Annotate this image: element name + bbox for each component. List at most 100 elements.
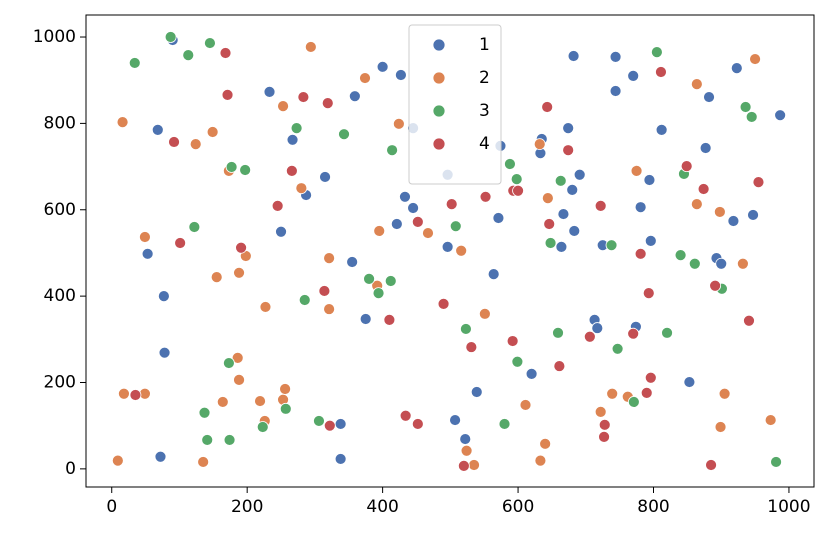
point [158, 346, 171, 359]
point [552, 326, 564, 339]
point [511, 355, 524, 368]
point [210, 271, 223, 284]
point [541, 101, 554, 113]
point [376, 60, 389, 73]
point [323, 303, 336, 315]
point [259, 301, 272, 313]
point [627, 396, 640, 408]
point [373, 225, 386, 237]
point [225, 161, 238, 173]
point [128, 57, 141, 69]
point [233, 374, 245, 386]
point [323, 252, 336, 265]
point [222, 357, 235, 369]
point [297, 91, 310, 103]
point [591, 322, 604, 334]
point [644, 371, 657, 384]
point [690, 78, 703, 90]
point [460, 323, 472, 335]
point [727, 215, 740, 227]
point [709, 279, 722, 292]
point [640, 386, 653, 399]
point [634, 247, 647, 260]
point [573, 168, 586, 181]
point [644, 234, 657, 247]
point [263, 85, 276, 98]
point [468, 459, 480, 471]
point [279, 402, 292, 415]
point [747, 209, 759, 221]
point [557, 208, 570, 220]
point [411, 418, 424, 430]
point [141, 247, 154, 260]
point [598, 431, 610, 443]
point [525, 367, 538, 380]
point [445, 198, 458, 211]
x-tick-label: 400 [366, 497, 398, 517]
point [348, 90, 361, 103]
point [739, 101, 752, 113]
point [697, 183, 710, 195]
point [407, 202, 419, 214]
point [544, 237, 557, 249]
point [392, 117, 405, 130]
point [543, 218, 556, 230]
point [655, 66, 667, 78]
point [197, 456, 210, 468]
point [386, 144, 398, 157]
point [151, 123, 164, 136]
point [275, 225, 287, 238]
point [204, 37, 216, 49]
point [460, 444, 473, 457]
point [715, 257, 728, 270]
point [254, 395, 266, 407]
point [736, 257, 749, 270]
point [188, 221, 201, 233]
point [566, 183, 579, 196]
point [399, 190, 411, 203]
point [449, 414, 461, 426]
point [583, 330, 596, 343]
point [319, 171, 331, 183]
point [714, 421, 727, 433]
point [457, 459, 470, 472]
point [504, 158, 516, 170]
point [223, 434, 236, 446]
x-tick-label: 1000 [767, 497, 810, 517]
point [384, 275, 397, 287]
point [277, 100, 289, 113]
point [674, 249, 687, 262]
point [470, 386, 483, 398]
point [221, 88, 234, 101]
point [764, 414, 777, 426]
point [279, 383, 291, 395]
point [235, 241, 247, 254]
point [411, 215, 424, 228]
point [465, 341, 478, 353]
legend-marker [432, 137, 446, 151]
point [285, 164, 298, 177]
point [437, 298, 450, 310]
y-tick-label: 800 [44, 113, 76, 133]
point [743, 314, 755, 327]
point [116, 116, 129, 128]
point [219, 47, 232, 59]
y-tick-label: 1000 [33, 27, 76, 47]
point [372, 287, 385, 300]
point [298, 294, 311, 306]
point [683, 376, 696, 388]
point [506, 335, 519, 347]
point [688, 257, 701, 270]
point [519, 399, 532, 411]
x-tick-label: 600 [502, 497, 534, 517]
point [441, 240, 454, 253]
point [334, 418, 347, 430]
point [568, 225, 581, 237]
point [321, 97, 334, 109]
point [239, 164, 252, 176]
point [606, 387, 619, 400]
point [271, 199, 284, 212]
point [730, 62, 743, 75]
point [459, 433, 472, 445]
